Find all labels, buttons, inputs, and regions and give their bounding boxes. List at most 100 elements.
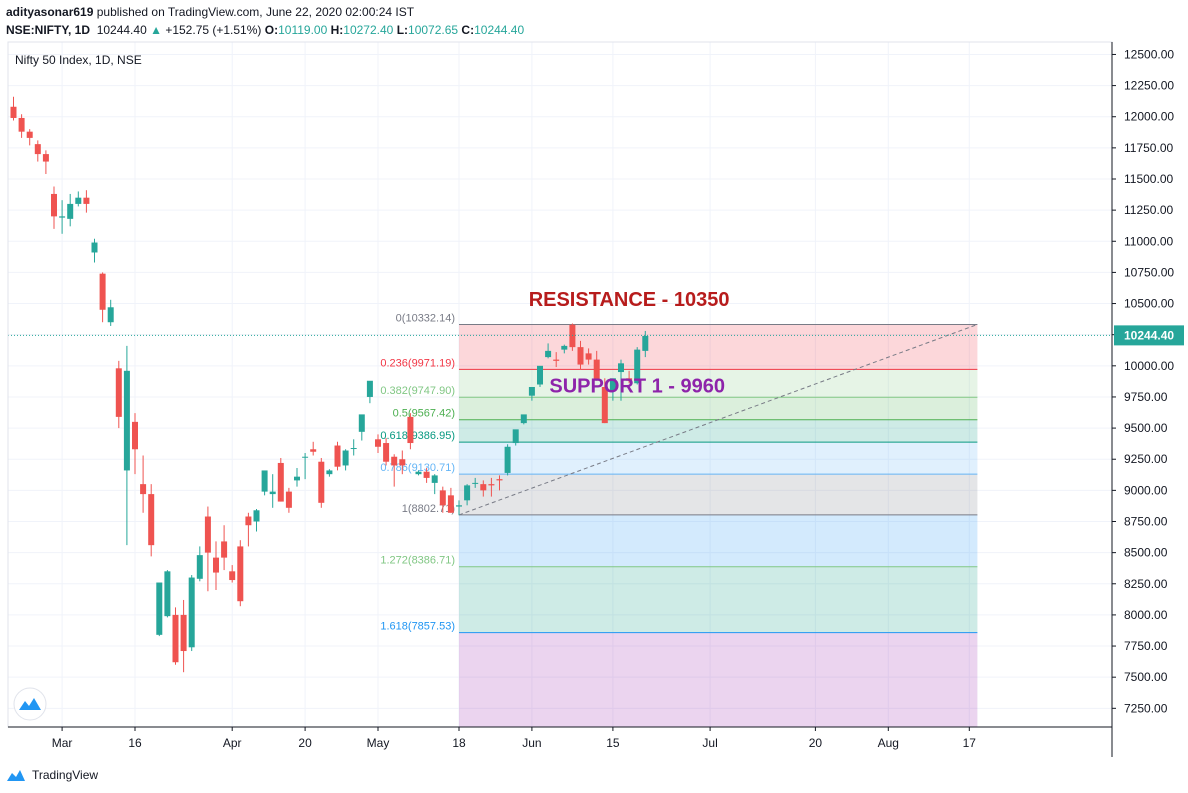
fib-level-label: 0.786(9130.71) (380, 462, 455, 474)
y-tick-label: 11250.00 (1124, 203, 1173, 217)
candle-body (601, 386, 608, 424)
candle-body (261, 470, 268, 492)
y-tick-label: 10500.00 (1124, 297, 1174, 311)
candle-body (553, 359, 560, 361)
candle-body (318, 461, 325, 503)
fib-retracement[interactable]: 0(10332.14) 0.236(9971.19) 0.382(9747.90) 0… (380, 312, 978, 727)
candle-body (140, 484, 147, 495)
candle-body (407, 416, 414, 444)
candle-body (196, 555, 203, 579)
candle-body (439, 490, 446, 506)
candle-body (504, 446, 511, 473)
candle-body (67, 203, 74, 219)
candle-body (634, 349, 641, 384)
open-value: 10119.00 (278, 23, 328, 37)
publish-info: adityasonar619 published on TradingView.… (6, 5, 414, 19)
symbol-label[interactable]: NSE:NIFTY, 1D (6, 23, 91, 37)
candle-body (302, 456, 309, 458)
y-tick-label: 12500.00 (1124, 47, 1174, 61)
fib-level-label: 0.5(9567.42) (393, 408, 455, 420)
x-tick-label: 16 (128, 736, 142, 750)
fib-zone (459, 324, 978, 370)
fib-zone (459, 514, 978, 567)
candle-body (156, 582, 163, 635)
candle-body (310, 449, 317, 452)
x-tick-label: Mar (52, 736, 73, 750)
candle-body (447, 495, 454, 513)
y-tick-label: 8500.00 (1124, 546, 1168, 560)
change-up-icon: ▲ (150, 23, 162, 37)
candle-body (188, 577, 195, 648)
candle-body (204, 516, 211, 553)
candle-body (609, 378, 616, 391)
candle-body (577, 347, 584, 365)
publisher-name[interactable]: adityasonar619 (6, 5, 94, 19)
candle-body (34, 144, 41, 155)
low-label: L: (396, 23, 409, 37)
x-tick-label: Apr (223, 736, 242, 750)
y-tick-label: 12000.00 (1124, 110, 1174, 124)
candle-body (350, 448, 357, 450)
tradingview-icon[interactable] (6, 767, 26, 783)
candle-body (618, 363, 624, 373)
candle-body (593, 359, 600, 380)
candle-body (91, 242, 98, 253)
candle-body (229, 571, 236, 581)
candle-body (123, 370, 130, 471)
y-tick-label: 11500.00 (1124, 172, 1173, 186)
candle-body (132, 421, 138, 450)
x-tick-label: Aug (878, 736, 899, 750)
high-label: H: (330, 23, 344, 37)
candle-body (294, 476, 300, 481)
candle-body (512, 429, 519, 444)
candle-body (480, 484, 487, 491)
candle-body (626, 378, 633, 381)
candle-body (148, 494, 155, 546)
x-tick-label: 15 (606, 736, 620, 750)
candle-body (26, 131, 33, 138)
candle-body (237, 546, 244, 602)
fib-zone (459, 566, 978, 633)
footer-brand[interactable]: TradingView (32, 768, 99, 782)
candle-body (269, 491, 276, 495)
y-tick-label: 7750.00 (1124, 639, 1168, 653)
candle-body (99, 273, 106, 310)
x-tick-label: May (367, 736, 390, 750)
candle-body (366, 380, 373, 397)
candle-body (496, 479, 503, 481)
high-value: 10272.40 (343, 23, 394, 37)
y-tick-label: 9250.00 (1124, 452, 1168, 466)
y-tick-label: 7500.00 (1124, 670, 1168, 684)
candle-body (642, 335, 649, 351)
candle-body (334, 445, 341, 467)
published-text: published on TradingView.com, June 22, 2… (93, 5, 415, 19)
candle-body (115, 368, 122, 417)
x-tick-label: 17 (963, 736, 977, 750)
last-price: 10244.40 (96, 23, 147, 37)
candle-body (213, 557, 219, 573)
axes: 12500.00 12250.00 12000.00 11750.00 11500.00… (7, 41, 1184, 757)
chart-title: Nifty 50 Index, 1D, NSE (15, 53, 142, 67)
close-value: 10244.40 (474, 23, 525, 37)
y-tick-label: 9000.00 (1124, 483, 1168, 497)
fib-zone (459, 397, 978, 420)
fib-zone (459, 474, 978, 515)
candle-body (472, 482, 479, 484)
tradingview-logo-icon[interactable] (13, 687, 47, 721)
x-tick-label: 18 (452, 736, 466, 750)
fib-level-label: 0.382(9747.90) (380, 385, 455, 397)
candle-body (42, 154, 49, 162)
candle-body (221, 541, 228, 558)
candle-body (83, 197, 90, 204)
candles (10, 96, 649, 673)
y-tick-label: 9500.00 (1124, 421, 1168, 435)
candle-body (172, 614, 179, 663)
candle-body (383, 443, 390, 462)
fib-zone (459, 369, 978, 398)
candle-body (569, 324, 576, 348)
y-tick-label: 8250.00 (1124, 577, 1168, 591)
ohlc-legend: NSE:NIFTY, 1D 10244.40 ▲ +152.75 (+1.51%… (6, 23, 524, 37)
candle-body (585, 353, 592, 360)
fib-zone (459, 419, 978, 443)
